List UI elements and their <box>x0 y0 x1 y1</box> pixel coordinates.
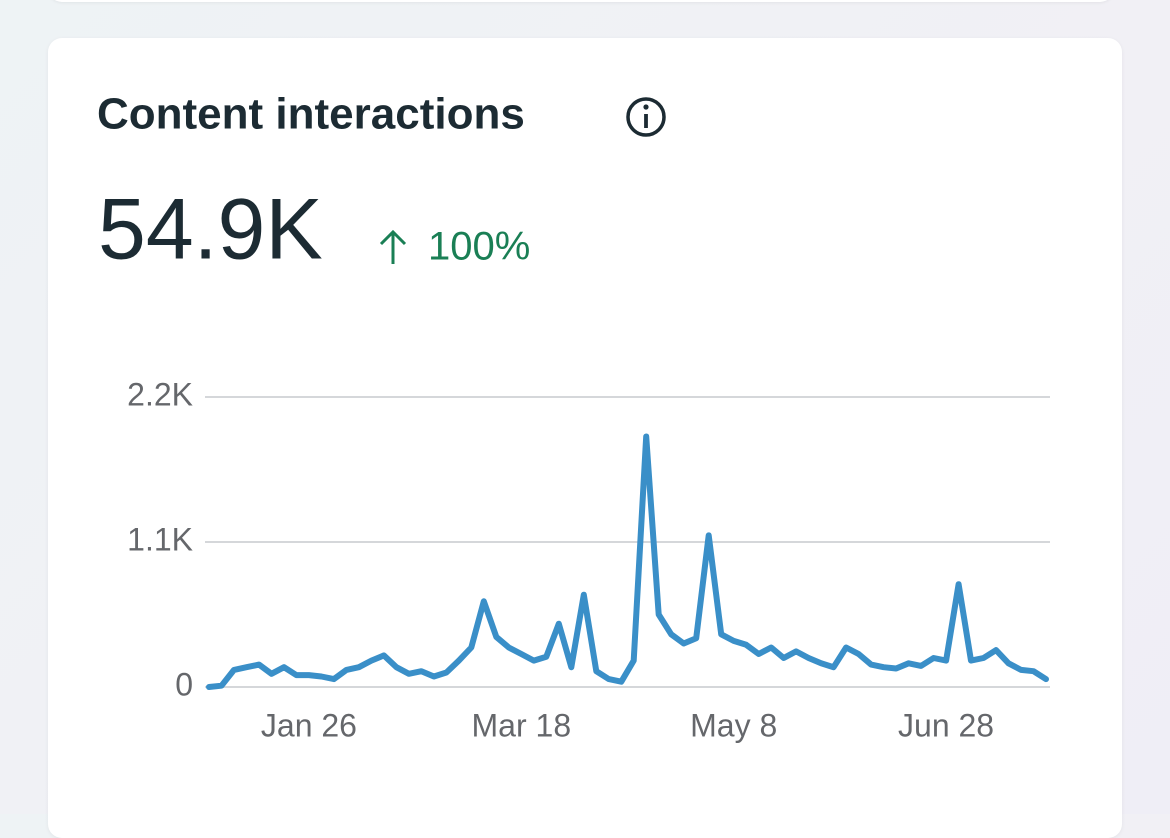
y-tick-label: 0 <box>175 666 193 702</box>
total-value: 54.9K <box>98 182 323 278</box>
x-tick-label: Jun 28 <box>898 707 994 743</box>
change-value: 100% <box>428 225 530 269</box>
chart: Content interactions 54.9K 100% 0 1.1K 2.2… <box>97 90 1050 743</box>
y-tick-label: 1.1K <box>127 521 193 557</box>
y-tick-label: 2.2K <box>127 376 193 412</box>
chart-title: Content interactions <box>97 90 525 139</box>
info-icon[interactable] <box>626 97 666 137</box>
data-line <box>206 433 1049 690</box>
x-tick-label: May 8 <box>690 707 777 743</box>
up-arrow <box>379 229 407 264</box>
previous-card <box>48 0 1114 2</box>
x-tick-label: Jan 26 <box>261 707 357 743</box>
x-tick-label: Mar 18 <box>472 707 572 743</box>
card <box>48 38 1122 838</box>
page: {"chart_data": {"type": "line", "title":… <box>0 0 1170 814</box>
